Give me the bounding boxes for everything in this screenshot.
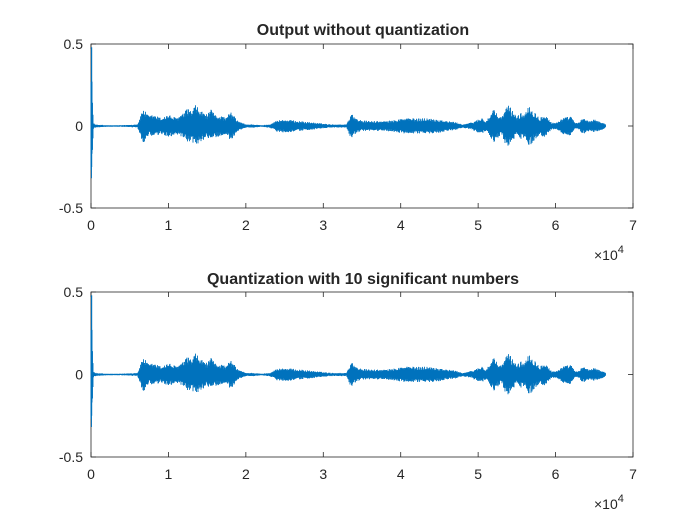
top-subplot-x-tick-label: 5 [474, 217, 482, 233]
top-subplot-y-tick-label: 0 [75, 118, 83, 134]
top-subplot-x-tick-label: 0 [87, 217, 95, 233]
bottom-subplot-x-tick-label: 4 [397, 466, 405, 482]
bottom-subplot-x-tick-label: 7 [629, 466, 637, 482]
bottom-subplot-y-tick-label: 0 [75, 367, 83, 383]
top-subplot-x-tick-label: 3 [319, 217, 327, 233]
top-subplot-x-tick-label: 2 [242, 217, 250, 233]
bottom-subplot-x-exponent-base: ×10 [594, 496, 618, 512]
top-subplot-x-exponent-base: ×10 [594, 247, 618, 263]
top-subplot-y-tick-label: 0.5 [64, 36, 84, 52]
top-subplot-signal [90, 47, 606, 179]
top-subplot-tick-labels: 0 1 2 3 4 5 6 7-0.500.5 [59, 36, 637, 233]
bottom-subplot-x-tick-label: 5 [474, 466, 482, 482]
bottom-subplot-x-tick-label: 3 [319, 466, 327, 482]
bottom-subplot: Quantization with 10 significant numbers… [59, 271, 637, 512]
top-subplot-x-exponent: ×104 [594, 244, 624, 263]
top-subplot-x-exponent-power: 4 [618, 244, 624, 256]
top-subplot-x-tick-label: 7 [629, 217, 637, 233]
top-subplot-title: Output without quantization [257, 22, 469, 39]
bottom-subplot-x-tick-label: 2 [242, 466, 250, 482]
top-subplot-x-tick-label: 6 [552, 217, 560, 233]
bottom-subplot-x-tick-label: 0 [87, 466, 95, 482]
bottom-subplot-signal [90, 295, 606, 428]
top-subplot-y-tick-label: -0.5 [59, 200, 83, 216]
bottom-subplot-tick-labels: 0 1 2 3 4 5 6 7-0.500.5 [59, 284, 637, 482]
bottom-subplot-x-exponent-power: 4 [618, 493, 624, 505]
top-subplot-x-tick-label: 1 [165, 217, 173, 233]
bottom-subplot-y-tick-label: -0.5 [59, 449, 83, 465]
bottom-subplot-x-tick-label: 6 [552, 466, 560, 482]
top-subplot-ticks [90, 43, 634, 209]
bottom-subplot-x-tick-label: 1 [165, 466, 173, 482]
bottom-subplot-title: Quantization with 10 significant numbers [207, 271, 519, 288]
bottom-subplot-x-exponent: ×104 [594, 493, 624, 512]
bottom-subplot-y-tick-label: 0.5 [64, 284, 84, 300]
top-subplot: Output without quantization 0 1 2 3 4 5 6 7 -0.5… [59, 22, 637, 263]
top-subplot-x-tick-label: 4 [397, 217, 405, 233]
